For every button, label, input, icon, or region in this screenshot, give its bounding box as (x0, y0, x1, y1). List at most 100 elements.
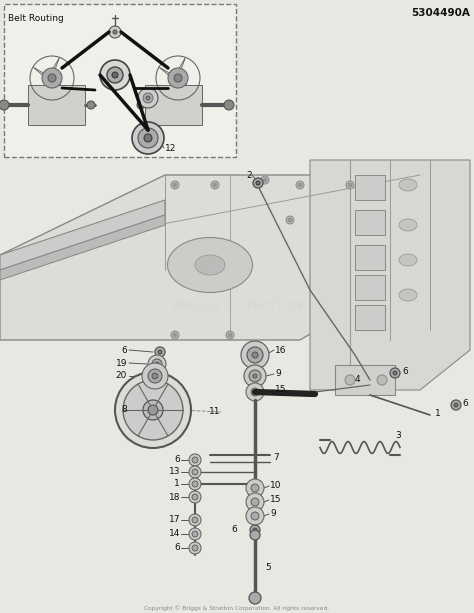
Circle shape (251, 512, 259, 520)
Text: 13: 13 (168, 468, 180, 476)
Text: 6: 6 (174, 544, 180, 552)
Text: 3: 3 (395, 430, 401, 440)
Text: 5304490A: 5304490A (411, 8, 470, 18)
Polygon shape (178, 58, 185, 78)
Circle shape (286, 216, 294, 224)
Polygon shape (178, 78, 192, 95)
Text: Copyright © Briggs & Stratton Corporation. All rights reserved.: Copyright © Briggs & Stratton Corporatio… (145, 605, 329, 611)
Circle shape (189, 466, 201, 478)
Circle shape (144, 134, 152, 142)
Circle shape (250, 530, 260, 540)
Text: 11: 11 (209, 408, 220, 416)
Circle shape (42, 68, 62, 88)
Circle shape (246, 493, 264, 511)
Circle shape (261, 176, 269, 184)
Text: 2: 2 (246, 170, 252, 180)
Text: 20: 20 (116, 371, 127, 381)
Circle shape (192, 469, 198, 475)
Text: 16: 16 (275, 346, 286, 354)
Circle shape (263, 178, 267, 182)
Circle shape (155, 362, 159, 366)
Circle shape (393, 371, 397, 375)
Circle shape (189, 491, 201, 503)
Polygon shape (38, 78, 52, 95)
Polygon shape (310, 160, 470, 390)
Circle shape (148, 355, 166, 373)
Text: 5: 5 (265, 563, 271, 573)
Text: 18: 18 (168, 492, 180, 501)
Circle shape (132, 122, 164, 154)
Text: 15: 15 (270, 495, 282, 504)
Circle shape (152, 373, 158, 379)
Circle shape (251, 484, 259, 492)
Polygon shape (355, 210, 385, 235)
Text: 10: 10 (270, 481, 282, 490)
Polygon shape (355, 245, 385, 270)
Text: 6: 6 (121, 346, 127, 354)
Circle shape (226, 331, 234, 339)
Circle shape (192, 531, 198, 537)
Text: 14: 14 (169, 530, 180, 538)
Polygon shape (33, 67, 52, 78)
Circle shape (189, 454, 201, 466)
Circle shape (152, 359, 162, 369)
Circle shape (123, 380, 183, 440)
Text: Belt Routing: Belt Routing (8, 14, 64, 23)
Polygon shape (159, 67, 178, 78)
Circle shape (454, 403, 458, 407)
Circle shape (253, 528, 257, 532)
Circle shape (173, 183, 177, 187)
Circle shape (192, 517, 198, 523)
Polygon shape (164, 78, 178, 95)
Text: 6: 6 (402, 367, 408, 376)
Circle shape (211, 181, 219, 189)
Polygon shape (145, 85, 202, 125)
Circle shape (377, 375, 387, 385)
Polygon shape (0, 215, 165, 280)
Circle shape (146, 96, 150, 100)
Ellipse shape (195, 255, 225, 275)
Circle shape (228, 333, 232, 337)
Circle shape (213, 183, 217, 187)
Circle shape (100, 60, 130, 90)
Circle shape (251, 388, 259, 396)
Circle shape (138, 88, 158, 108)
Circle shape (288, 218, 292, 222)
Circle shape (158, 350, 162, 354)
Circle shape (138, 128, 158, 148)
Bar (4, 4, 236, 157)
Text: 6: 6 (174, 455, 180, 465)
Polygon shape (52, 58, 60, 78)
Circle shape (142, 363, 168, 389)
Text: 6: 6 (462, 398, 468, 408)
Circle shape (148, 405, 158, 415)
Circle shape (253, 178, 263, 188)
Circle shape (348, 183, 352, 187)
Circle shape (189, 542, 201, 554)
Circle shape (107, 67, 123, 83)
Circle shape (143, 93, 153, 103)
Circle shape (109, 26, 121, 38)
Polygon shape (355, 175, 385, 200)
Circle shape (252, 352, 258, 358)
Circle shape (250, 525, 260, 535)
Text: 7: 7 (273, 454, 279, 462)
Circle shape (115, 372, 191, 448)
Polygon shape (355, 305, 385, 330)
Circle shape (298, 183, 302, 187)
Circle shape (143, 400, 163, 420)
Text: 1: 1 (435, 408, 441, 417)
Circle shape (249, 592, 261, 604)
Circle shape (137, 101, 145, 109)
Text: 12: 12 (165, 143, 176, 153)
Circle shape (173, 333, 177, 337)
Text: 9: 9 (275, 370, 281, 378)
Circle shape (296, 181, 304, 189)
Polygon shape (335, 365, 395, 395)
Circle shape (192, 494, 198, 500)
Text: 8: 8 (121, 406, 127, 414)
Polygon shape (0, 175, 420, 340)
Text: 17: 17 (168, 516, 180, 525)
Text: BRIGGS & STRATTON: BRIGGS & STRATTON (171, 299, 303, 311)
Text: 15: 15 (275, 386, 286, 395)
